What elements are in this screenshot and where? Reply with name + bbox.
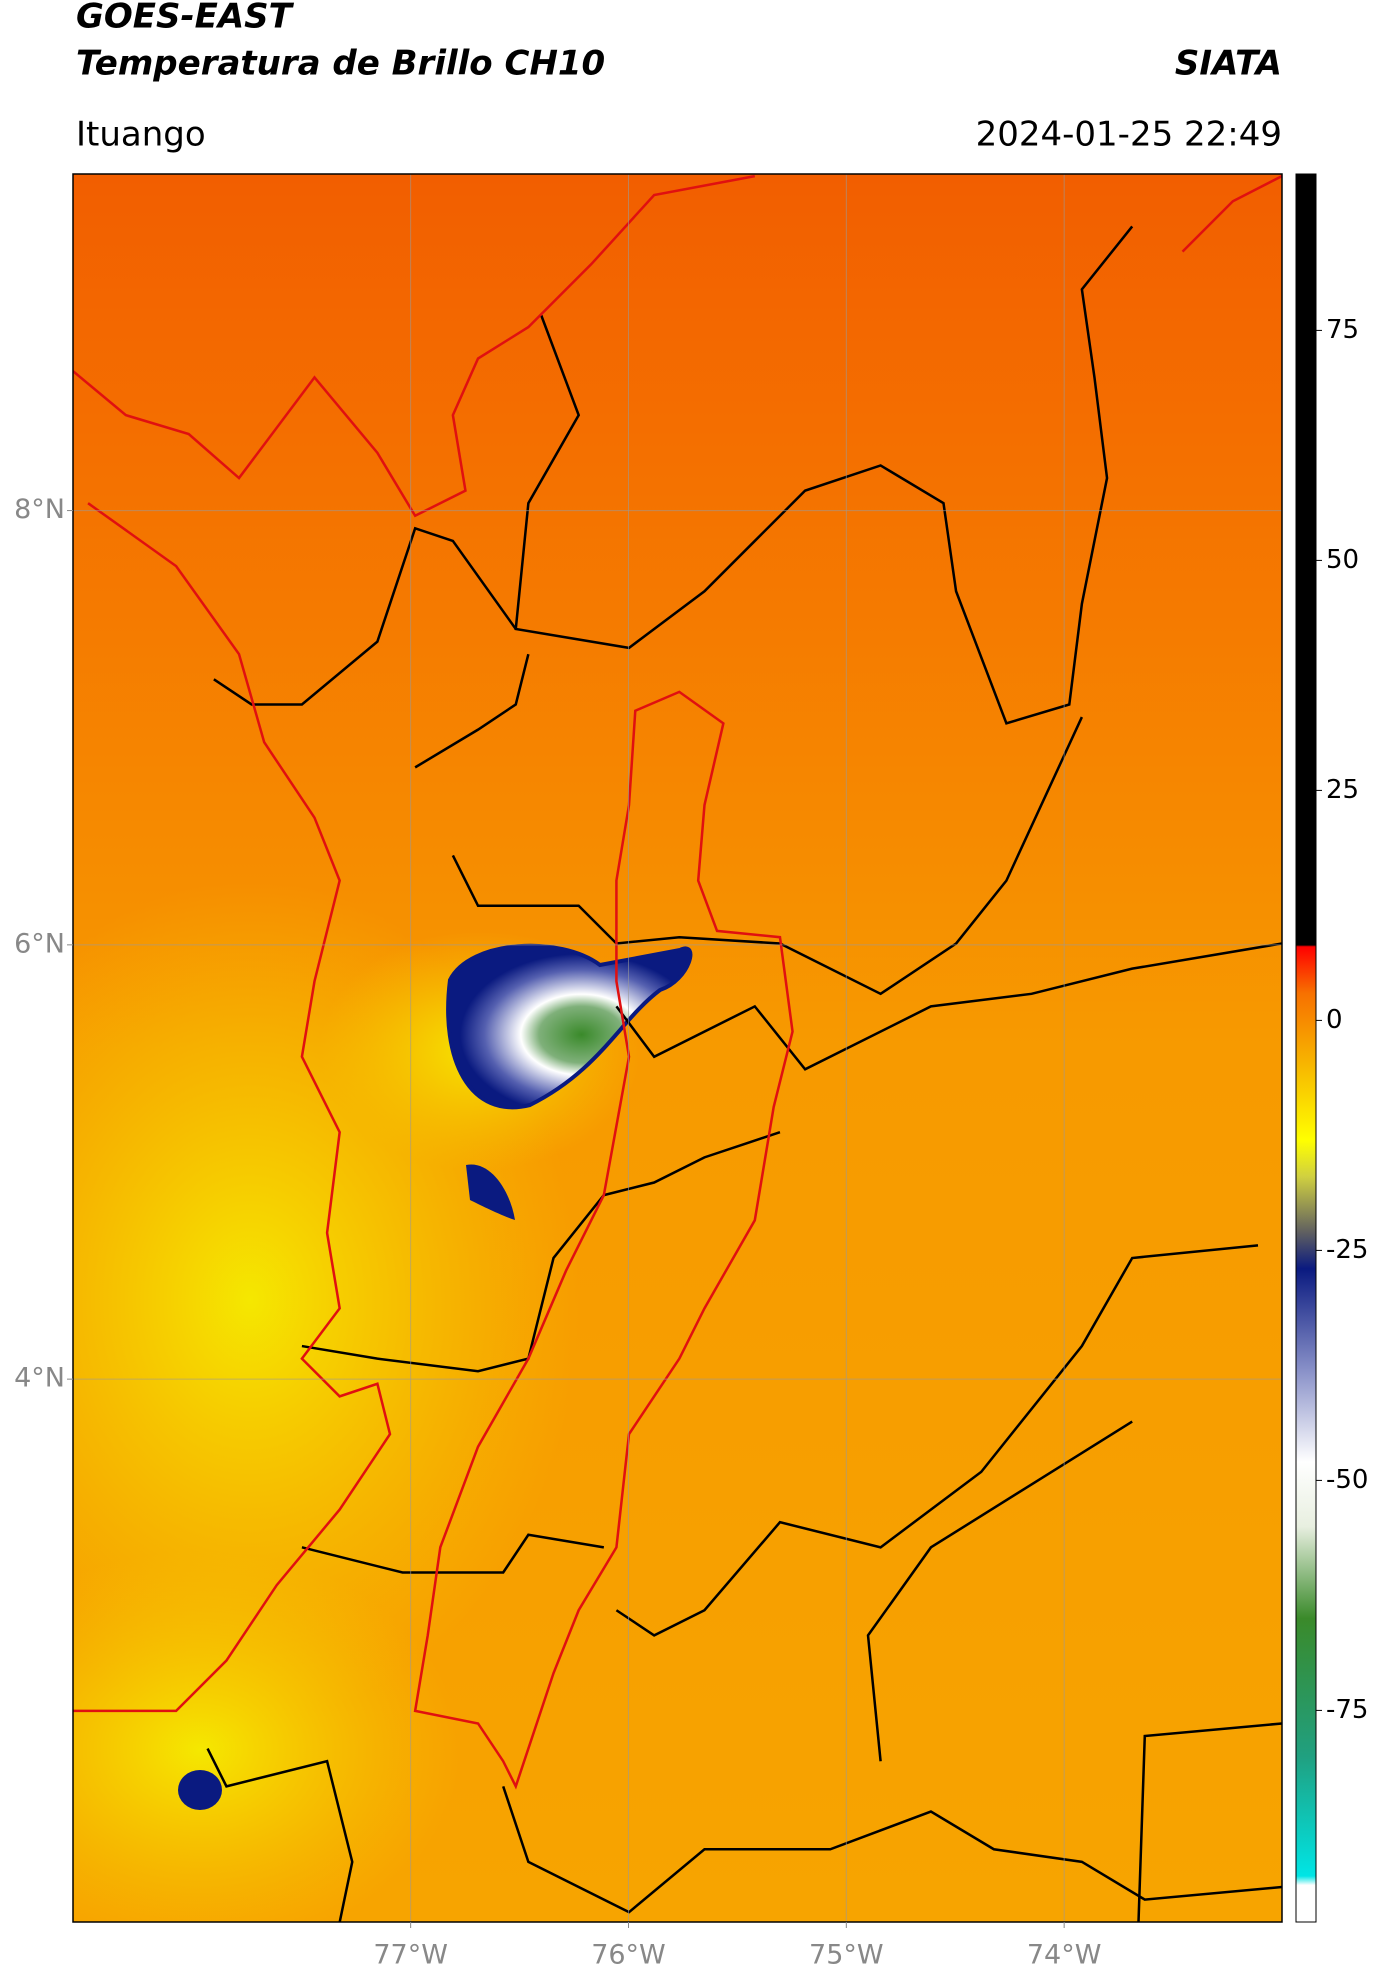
map-frame [72, 173, 1283, 1923]
y-tick-label: 6°N [14, 928, 65, 959]
title: GOES-EAST [76, 0, 295, 37]
colorbar-tick-label: -25 [1326, 1235, 1368, 1265]
colorbar-tick-label: 0 [1326, 1005, 1343, 1035]
grid [73, 174, 1282, 1922]
colorbar-tick-label: 25 [1326, 775, 1359, 805]
datetime: 2024-01-25 22:49 [976, 115, 1282, 155]
x-tick-label: 75°W [809, 1940, 884, 1971]
y-tick-label: 4°N [14, 1363, 65, 1394]
location: Ituango [76, 115, 206, 155]
y-tick-label: 8°N [14, 494, 65, 525]
colorbar-tick-label: -75 [1326, 1695, 1368, 1725]
subtitle: Temperatura de Brillo CH10 [76, 44, 605, 84]
header: GOES-EAST Temperatura de Brillo CH10 SIA… [76, 0, 1282, 155]
colorbar-tick-label: 50 [1326, 545, 1359, 575]
x-tick-label: 74°W [1027, 1940, 1102, 1971]
x-tick-label: 76°W [591, 1940, 666, 1971]
map-image [73, 174, 1282, 1922]
colorbar-tick-label: 75 [1326, 315, 1359, 345]
colorbar-tick-label: -50 [1326, 1465, 1368, 1495]
colorbar [1295, 173, 1317, 1923]
x-tick-label: 77°W [373, 1940, 448, 1971]
source: SIATA [1175, 44, 1282, 84]
